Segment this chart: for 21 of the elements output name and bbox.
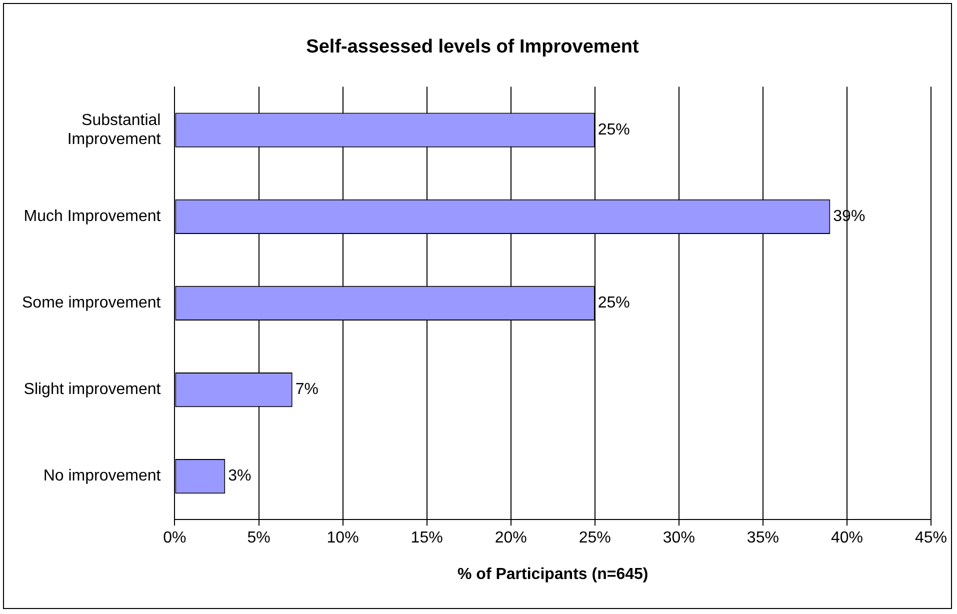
x-tick-label: 30% bbox=[662, 530, 695, 547]
x-tick-label: 20% bbox=[494, 530, 527, 547]
y-tick-label: Some improvement bbox=[22, 294, 162, 312]
y-tick-label: Slight improvement bbox=[24, 381, 162, 398]
data-label: 7% bbox=[295, 381, 318, 398]
x-tick-label: 45% bbox=[914, 530, 948, 547]
y-tick-label: No improvement bbox=[43, 468, 162, 485]
x-tick-label: 25% bbox=[578, 530, 611, 547]
x-tick-label: 15% bbox=[410, 530, 443, 547]
data-label: 3% bbox=[228, 468, 252, 485]
data-label: 25% bbox=[598, 121, 630, 138]
x-tick-label: 35% bbox=[746, 530, 779, 547]
x-tick-label: 5% bbox=[247, 530, 270, 547]
data-label: 25% bbox=[598, 294, 630, 312]
x-tick-label: 40% bbox=[830, 530, 863, 547]
x-tick-label: 10% bbox=[326, 530, 359, 547]
y-tick-label: Substantial Improvement bbox=[67, 112, 162, 148]
x-axis-title: % of Participants (n=645) bbox=[458, 566, 648, 583]
y-tick-label: Much Improvement bbox=[24, 208, 162, 226]
chart-title: Self-assessed levels of Improvement bbox=[306, 36, 640, 58]
x-tick-label: 0% bbox=[163, 530, 186, 547]
